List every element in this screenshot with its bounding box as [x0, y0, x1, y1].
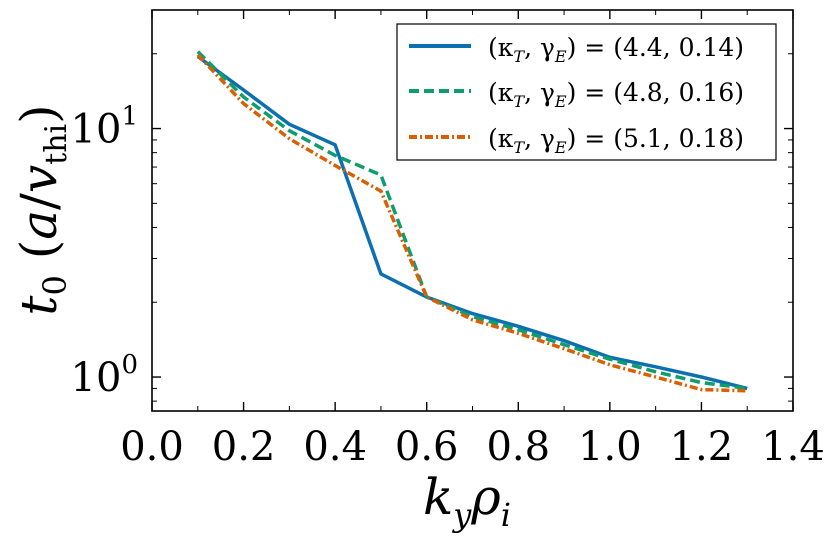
legend-label-1: (κT, γE) = (4.8, 0.16) [488, 78, 744, 111]
x-tick-label: 1.0 [578, 424, 642, 470]
x-tick-label: 0.0 [120, 424, 184, 470]
x-tick-label: 0.4 [303, 424, 367, 470]
y-tick-label: 100 [71, 350, 138, 401]
plot-frame [151, 9, 794, 412]
x-tick-label: 0.2 [212, 424, 276, 470]
series-line-2 [196, 53, 748, 393]
x-tick-labels: 0.0 0.2 0.4 0.6 0.8 1.0 1.2 1.4 [120, 424, 825, 470]
y-tick-label: 101 [71, 102, 138, 153]
series-line-0 [196, 55, 748, 391]
legend-label-0: (κT, γE) = (4.4, 0.14) [488, 33, 744, 66]
series-layer [196, 50, 748, 393]
series-line-1 [196, 50, 748, 391]
legend-label-2: (κT, γE) = (5.1, 0.18) [488, 124, 744, 157]
minor-ticks [152, 9, 793, 411]
x-tick-label: 1.4 [761, 424, 825, 470]
x-tick-label: 1.2 [670, 424, 734, 470]
x-axis-title: kyρi [423, 468, 511, 534]
legend: (κT, γE) = (4.4, 0.14) (κT, γE) = (4.8, … [396, 23, 777, 161]
x-tick-label: 0.8 [486, 424, 550, 470]
x-tick-label: 0.6 [395, 424, 459, 470]
y-tick-labels: 100 101 [71, 102, 138, 401]
